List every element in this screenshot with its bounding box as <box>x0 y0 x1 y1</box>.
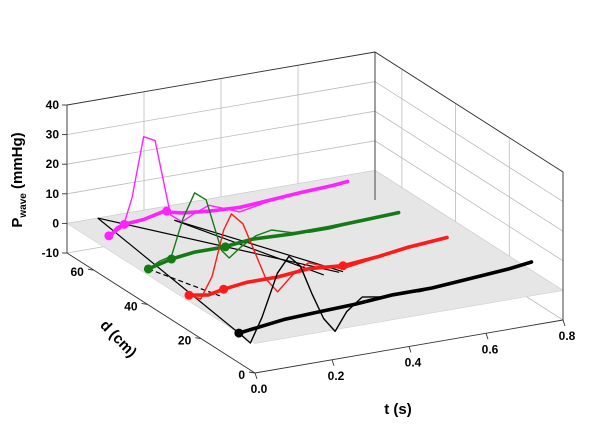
x-tick-label: 0.2 <box>328 369 345 383</box>
series-marker-red <box>219 284 229 294</box>
y-tick-label: 20 <box>178 334 192 348</box>
x-tick <box>485 333 489 340</box>
series-marker-magenta <box>104 231 114 241</box>
x-tick <box>408 346 412 353</box>
z-tick-label: 20 <box>46 157 60 171</box>
x-tick <box>562 319 566 327</box>
y-tick-label: 0 <box>238 368 245 382</box>
series-line-black <box>238 255 533 344</box>
x-tick-label: 0.6 <box>482 342 499 356</box>
series-marker-red <box>184 290 194 300</box>
y-tick <box>141 302 148 305</box>
series-marker-green <box>220 242 230 252</box>
y-tick <box>87 268 94 271</box>
z-tick-label: 0 <box>52 216 59 230</box>
series-marker-red <box>338 261 348 271</box>
y-tick-label: 40 <box>124 299 138 313</box>
z-tick-label: 30 <box>46 128 60 142</box>
series-marker-green <box>143 264 153 274</box>
side-wall <box>375 52 563 320</box>
z-tick-label: 40 <box>46 98 60 112</box>
x-tick-label: 0.4 <box>405 356 422 370</box>
series-band-black <box>237 260 534 335</box>
series-line-red <box>188 213 448 300</box>
y-tick <box>248 371 256 374</box>
series-marker-black <box>234 328 244 338</box>
series-line-magenta <box>108 135 349 237</box>
black-reference-line <box>97 217 340 273</box>
series-marker-magenta <box>162 206 172 216</box>
z-axis-title: Pwave (mmHg) <box>9 132 29 227</box>
black-reference-line <box>97 217 240 334</box>
series-marker-magenta <box>119 219 129 229</box>
x-tick <box>254 372 258 380</box>
z-axis-title-main: P <box>9 218 26 228</box>
series-line-green <box>147 192 400 270</box>
y-tick-label: 60 <box>70 265 84 279</box>
series-marker-green <box>166 254 176 264</box>
x-tick <box>331 359 335 366</box>
x-tick-label: 0.0 <box>251 382 268 396</box>
x-tick-label: 0.8 <box>559 329 576 343</box>
z-tick-label: -10 <box>42 246 60 260</box>
black-reference-line <box>174 219 344 273</box>
black-reference-line <box>174 219 324 276</box>
z-tick-label: 10 <box>46 187 60 201</box>
y-tick <box>195 337 202 340</box>
x-axis-title: t (s) <box>384 401 412 418</box>
y-axis-title: d (cm) <box>96 317 139 361</box>
black-dashed-line <box>148 268 221 297</box>
z-axis-title-unit: (mmHg) <box>9 132 26 193</box>
z-axis-title-sub: wave <box>18 193 29 219</box>
